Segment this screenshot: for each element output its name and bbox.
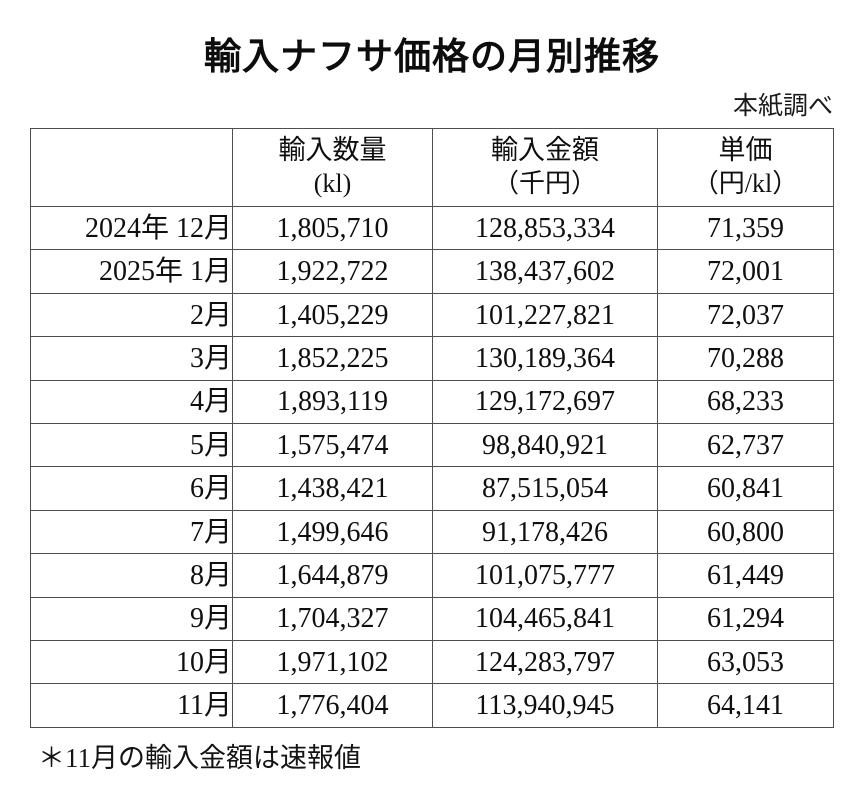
cell-qty: 1,776,404 [232,683,433,728]
cell-amount: 104,465,841 [432,596,658,642]
source-note: 本紙調べ [732,93,833,120]
cell-amount: 113,940,945 [432,683,658,728]
cell-month: 5月 [30,423,233,468]
column-header-quantity-unit: (kl) [313,169,352,199]
cell-qty: 1,922,722 [232,249,433,294]
cell-qty: 1,852,225 [232,336,433,381]
table-row: 11月 1,776,404 113,940,945 64,141 [30,683,834,728]
table-row: 8月 1,644,879 101,075,777 61,449 [30,553,834,598]
cell-qty: 1,971,102 [232,640,433,685]
cell-qty: 1,644,879 [232,553,433,598]
cell-price: 68,233 [657,379,834,425]
table-row: 10月 1,971,102 124,283,797 63,053 [30,640,834,685]
column-header-quantity: 輸入数量 (kl) [232,128,433,207]
cell-price: 63,053 [657,640,834,685]
cell-qty: 1,805,710 [232,205,433,251]
cell-month: 2月 [30,292,233,338]
cell-amount: 87,515,054 [432,466,658,511]
table-row: 9月 1,704,327 104,465,841 61,294 [30,596,834,642]
cell-month: 10月 [30,640,233,685]
column-header-month [30,128,233,207]
cell-month: 11月 [30,683,233,728]
cell-price: 61,294 [657,596,834,642]
cell-amount: 101,227,821 [432,292,658,338]
page-title: 輸入ナフサ価格の月別推移 [204,35,660,78]
cell-amount: 124,283,797 [432,640,658,685]
cell-month: 6月 [30,466,233,511]
table-row: 2月 1,405,229 101,227,821 72,037 [30,292,834,338]
cell-amount: 91,178,426 [432,509,658,555]
cell-price: 62,737 [657,423,834,468]
column-header-amount: 輸入金額 （千円） [432,128,658,207]
cell-price: 60,841 [657,466,834,511]
naphtha-price-table: 輸入数量 (kl) 輸入金額 （千円） 単価 （円/kl） 2024年 12月 1… [30,128,834,728]
cell-amount: 128,853,334 [432,205,658,251]
cell-qty: 1,893,119 [232,379,433,425]
column-header-amount-label: 輸入金額 [491,135,599,166]
cell-qty: 1,405,229 [232,292,433,338]
cell-month: 8月 [30,553,233,598]
column-header-unit-price-label: 単価 [718,135,773,166]
table-row: 5月 1,575,474 98,840,921 62,737 [30,423,834,468]
table-header-row: 輸入数量 (kl) 輸入金額 （千円） 単価 （円/kl） [30,128,834,207]
table-body: 2024年 12月 1,805,710 128,853,334 71,359 2025年… [30,205,834,728]
cell-month: 9月 [30,596,233,642]
cell-price: 72,037 [657,292,834,338]
cell-month: 7月 [30,509,233,555]
cell-amount: 138,437,602 [432,249,658,294]
cell-month: 2024年 12月 [30,205,233,251]
table-row: 3月 1,852,225 130,189,364 70,288 [30,336,834,381]
cell-price: 64,141 [657,683,834,728]
cell-month: 2025年 1月 [30,249,233,294]
cell-amount: 98,840,921 [432,423,658,468]
cell-price: 70,288 [657,336,834,381]
cell-qty: 1,575,474 [232,423,433,468]
cell-amount: 130,189,364 [432,336,658,381]
cell-qty: 1,704,327 [232,596,433,642]
cell-price: 61,449 [657,553,834,598]
column-header-unit-price-unit: （円/kl） [692,169,799,199]
cell-month: 4月 [30,379,233,425]
cell-price: 72,001 [657,249,834,294]
table-header: 輸入数量 (kl) 輸入金額 （千円） 単価 （円/kl） [30,128,834,207]
table-row: 7月 1,499,646 91,178,426 60,800 [30,509,834,555]
table-row: 6月 1,438,421 87,515,054 60,841 [30,466,834,511]
column-header-unit-price: 単価 （円/kl） [657,128,834,207]
column-header-quantity-label: 輸入数量 [278,135,387,166]
cell-qty: 1,438,421 [232,466,433,511]
cell-amount: 129,172,697 [432,379,658,425]
footnote: ＊11月の輸入金額は速報値 [38,743,361,773]
cell-price: 60,800 [657,509,834,555]
table-row: 2025年 1月 1,922,722 138,437,602 72,001 [30,249,834,294]
cell-month: 3月 [30,336,233,381]
cell-price: 71,359 [657,205,834,251]
table-row: 4月 1,893,119 129,172,697 68,233 [30,379,834,425]
cell-amount: 101,075,777 [432,553,658,598]
table-row: 2024年 12月 1,805,710 128,853,334 71,359 [30,205,834,251]
column-header-amount-unit: （千円） [492,169,597,199]
cell-qty: 1,499,646 [232,509,433,555]
